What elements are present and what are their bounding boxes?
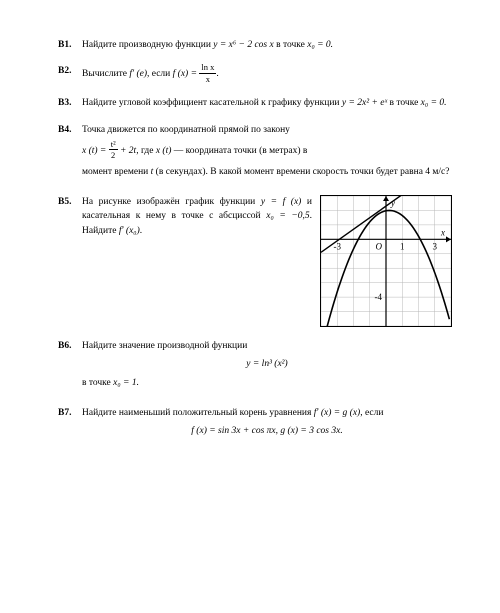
text: — координата точки (в метрах) в xyxy=(171,146,307,156)
text: , где xyxy=(136,146,156,156)
x-point: x₀ = 0. xyxy=(307,40,333,50)
yfx: y = f (x) xyxy=(261,197,302,207)
fprime-x0: f′ (x₀) xyxy=(119,226,140,236)
period: . xyxy=(216,69,218,79)
problem-label: В6. xyxy=(58,339,82,394)
svg-text:-4: -4 xyxy=(375,292,383,302)
text: , если xyxy=(360,408,383,418)
denominator: 2 xyxy=(109,150,118,160)
fprime: f′ (e) xyxy=(129,69,147,79)
problem-text: Найдите угловой коэффициент касательной … xyxy=(82,96,452,110)
x-point: x₀ = 0. xyxy=(421,98,447,108)
svg-text:y: y xyxy=(390,198,395,208)
svg-text:O: O xyxy=(376,241,383,251)
text: Найдите производную функции xyxy=(82,40,213,50)
numerator: ln x xyxy=(199,63,216,74)
problem-label: В1. xyxy=(58,38,82,52)
problem-b3: В3. Найдите угловой коэффициент касатель… xyxy=(58,96,452,110)
x-point: x₀ = 1. xyxy=(113,378,139,388)
eq-rhs: + 2t xyxy=(118,146,137,156)
feq-lhs: f (x) = xyxy=(173,69,200,79)
denominator: x xyxy=(199,74,216,84)
eq-lhs: x (t) = xyxy=(82,146,109,156)
svg-text:-3: -3 xyxy=(334,241,342,251)
svg-text:x: x xyxy=(440,227,445,237)
text: Найдите угловой коэффициент касательной … xyxy=(82,98,342,108)
problem-b2: В2. Вычислите f′ (e), если f (x) = ln xx… xyxy=(58,64,452,84)
problem-text: Вычислите f′ (e), если f (x) = ln xx. xyxy=(82,64,452,84)
text: в точке xyxy=(387,98,421,108)
text: , если xyxy=(147,69,173,79)
text: Вычислите xyxy=(82,69,129,79)
problem-b1: В1. Найдите производную функции y = x⁶ −… xyxy=(58,38,452,52)
problem-label: В3. xyxy=(58,96,82,110)
problem-label: В7. xyxy=(58,406,82,443)
text: Найдите наименьший положительный корень … xyxy=(82,408,314,418)
problem-text: Найдите производную функции y = x⁶ − 2 c… xyxy=(82,38,452,52)
problem-label: В5. xyxy=(58,195,82,327)
svg-text:1: 1 xyxy=(400,241,405,251)
equation: y = 2x² + eˣ xyxy=(342,98,387,108)
eq-lhs: f′ (x) = g (x) xyxy=(314,408,360,418)
function-graph-chart: -3 1 3 -4 Ox y xyxy=(320,195,452,327)
problem-b7: В7. Найдите наименьший положительный кор… xyxy=(58,406,452,443)
x-point: x₀ = −0,5 xyxy=(266,211,309,221)
equation: y = x⁶ − 2 cos x xyxy=(213,40,273,50)
text: момент времени xyxy=(82,167,151,177)
problem-text: На рисунке изображён график функции y = … xyxy=(82,195,452,327)
text: . xyxy=(140,226,142,236)
problem-b4: В4. Точка движется по координатной прямо… xyxy=(58,123,452,184)
text: в точке xyxy=(274,40,308,50)
problem-label: В4. xyxy=(58,123,82,184)
page: В1. Найдите производную функции y = x⁶ −… xyxy=(0,0,500,613)
equation: y = ln³ (x²) xyxy=(246,359,287,369)
problem-text: Найдите значение производной функции y =… xyxy=(82,339,452,394)
numerator: t² xyxy=(109,140,118,151)
equation: f (x) = sin 3x + cos πx, g (x) = 3 cos 3… xyxy=(191,426,342,436)
fraction: ln xx xyxy=(199,63,216,83)
svg-text:3: 3 xyxy=(433,241,438,251)
xt: x (t) xyxy=(156,146,172,156)
problem-label: В2. xyxy=(58,64,82,84)
text: (в секундах). В какой момент времени ско… xyxy=(153,167,449,177)
text: в точке xyxy=(82,378,113,388)
text: На рисунке изображён график функции xyxy=(82,197,261,207)
problem-text: Найдите наименьший положительный корень … xyxy=(82,406,452,443)
problem-b5: В5. На рисунке изображён график функции … xyxy=(58,195,452,327)
problem-text: Точка движется по координатной прямой по… xyxy=(82,123,452,184)
fraction: t²2 xyxy=(109,140,118,160)
b5-text-block: На рисунке изображён график функции y = … xyxy=(82,195,312,238)
text: Точка движется по координатной прямой по… xyxy=(82,125,290,135)
text: Найдите значение производной функции xyxy=(82,341,247,351)
problem-b6: В6. Найдите значение производной функции… xyxy=(58,339,452,394)
